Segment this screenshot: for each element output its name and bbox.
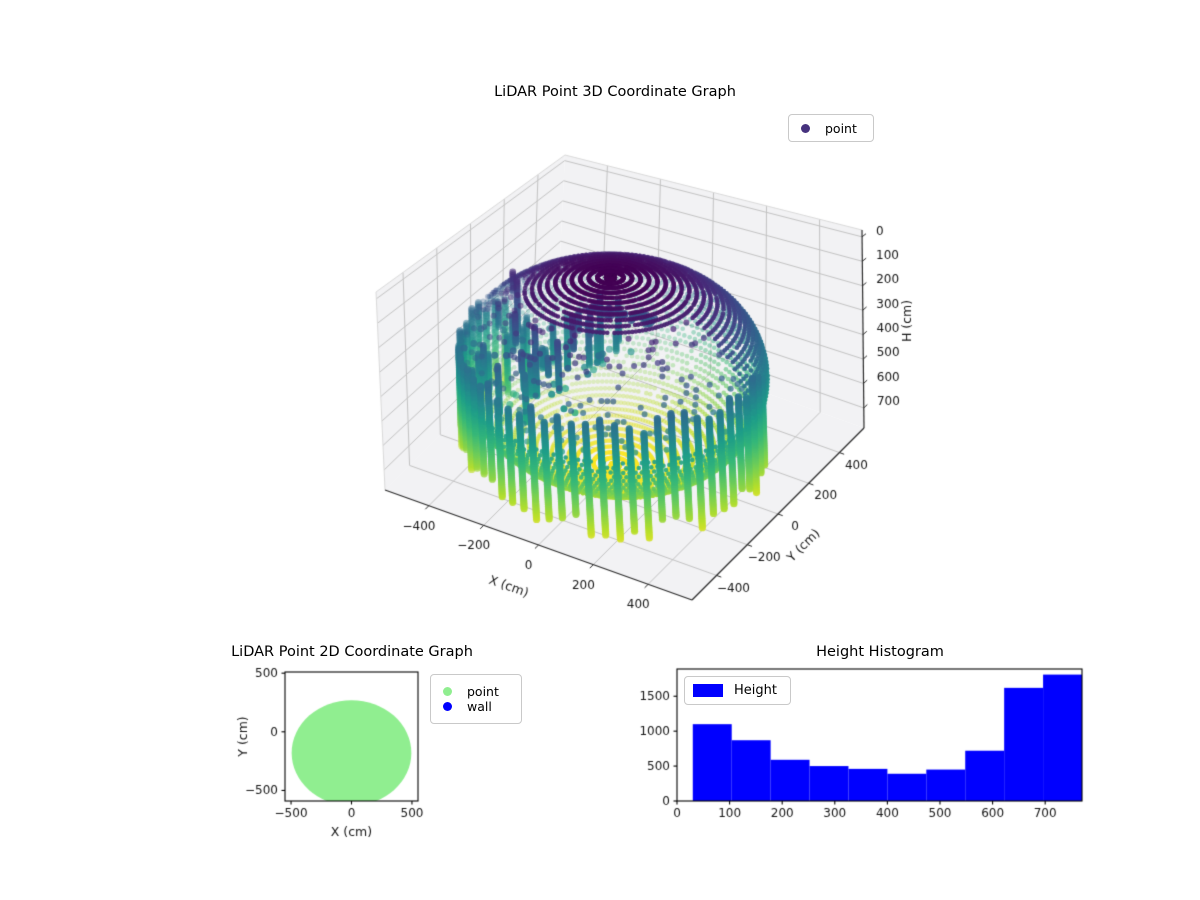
legend-wall-label: wall xyxy=(467,699,492,714)
legend-height-label: Height xyxy=(734,683,777,698)
legend-point-label: point xyxy=(825,120,857,136)
legend-row-point: point xyxy=(431,684,521,699)
point-marker-icon xyxy=(801,123,810,133)
legend-row-point: point xyxy=(789,121,873,136)
legend-point-label: point xyxy=(467,684,499,699)
histogram-title: Height Histogram xyxy=(816,644,944,660)
wall-marker-icon xyxy=(443,702,452,711)
legend-row-height: Height xyxy=(685,683,790,698)
histogram-legend: Height xyxy=(684,676,791,705)
chart3d-title: LiDAR Point 3D Coordinate Graph xyxy=(494,84,736,100)
legend-row-wall: wall xyxy=(431,699,521,714)
height-swatch-icon xyxy=(693,684,723,697)
point-marker-icon xyxy=(443,687,452,696)
chart2d-title: LiDAR Point 2D Coordinate Graph xyxy=(231,644,473,660)
chart2d-legend: point wall xyxy=(430,674,522,724)
chart3d-legend: point xyxy=(788,114,874,142)
